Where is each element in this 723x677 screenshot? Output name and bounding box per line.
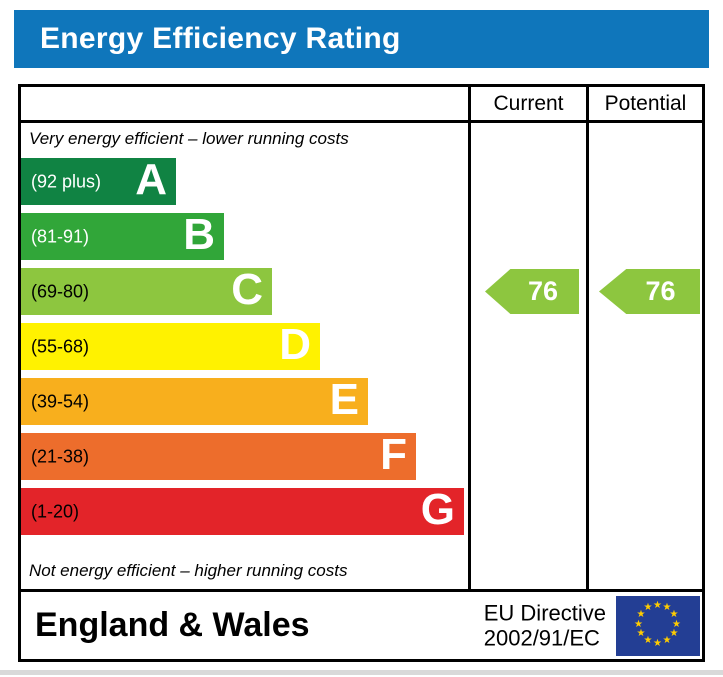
band-area: Very energy efficient – lower running co… <box>21 123 468 589</box>
band-letter: A <box>135 154 167 204</box>
eu-star-icon: ★ <box>643 634 653 646</box>
band-range-label: (69-80) <box>31 281 90 301</box>
eu-star-icon: ★ <box>672 618 681 630</box>
column-header-potential: Potential <box>586 87 702 120</box>
eu-star-icon: ★ <box>662 602 672 614</box>
band-letter: F <box>380 429 407 479</box>
band-range-label: (21-38) <box>31 446 90 466</box>
eu-star-icon: ★ <box>662 634 672 646</box>
table-footer-row: England & Wales EU Directive 2002/91/EC … <box>21 589 702 659</box>
band-range-label: (1-20) <box>31 501 80 521</box>
eu-star-icon: ★ <box>634 618 643 630</box>
eu-flag-icon: ★ ★ ★ ★ ★ ★ ★ ★ ★ ★ ★ ★ <box>616 595 700 656</box>
band-e: (39-54) E <box>21 374 368 425</box>
eu-star-icon: ★ <box>636 628 646 639</box>
page-title: Energy Efficiency Rating <box>40 22 401 55</box>
band-f: (21-38) F <box>21 429 416 480</box>
eu-directive-label: EU Directive 2002/91/EC <box>484 600 606 651</box>
band-range-label: (92 plus) <box>31 171 102 191</box>
column-header-current: Current <box>468 87 586 120</box>
band-d: (55-68) D <box>21 319 320 370</box>
potential-column: 76 <box>586 123 702 589</box>
table-header-row: Current Potential <box>21 87 702 123</box>
energy-rating-table: Current Potential Very energy efficient … <box>18 84 705 662</box>
eu-star-icon: ★ <box>653 599 662 611</box>
eu-star-icon: ★ <box>636 609 646 620</box>
header-spacer-cell <box>21 87 468 120</box>
band-range-label: (81-91) <box>31 226 90 246</box>
current-rating-arrow: 76 <box>485 269 579 314</box>
caption-efficient: Very energy efficient – lower running co… <box>29 129 349 148</box>
band-b: (81-91) B <box>21 209 224 260</box>
eu-star-icon: ★ <box>669 609 679 620</box>
page-bottom-divider <box>0 670 723 675</box>
band-range-label: (55-68) <box>31 336 90 356</box>
band-letter: E <box>329 374 359 424</box>
band-c: (69-80) C <box>21 264 272 315</box>
eu-star-icon: ★ <box>653 637 662 649</box>
eu-directive-line2: 2002/91/EC <box>483 625 600 651</box>
title-bar: Energy Efficiency Rating <box>14 10 709 68</box>
band-range-label: (39-54) <box>31 391 90 411</box>
band-g: (1-20) G <box>21 484 464 535</box>
current-column: 76 <box>468 123 586 589</box>
band-letter: D <box>279 319 311 369</box>
eu-directive-line1: EU Directive <box>483 600 606 626</box>
table-body-row: Very energy efficient – lower running co… <box>21 123 702 589</box>
band-letter: G <box>420 484 455 534</box>
band-letter: B <box>183 209 215 259</box>
potential-rating-arrow: 76 <box>599 269 700 314</box>
band-a: (92 plus) A <box>21 154 176 205</box>
eu-star-icon: ★ <box>643 602 653 614</box>
eu-star-icon: ★ <box>669 628 679 639</box>
region-label: England & Wales <box>35 606 310 644</box>
caption-not-efficient: Not energy efficient – higher running co… <box>29 561 348 580</box>
band-letter: C <box>231 264 263 314</box>
